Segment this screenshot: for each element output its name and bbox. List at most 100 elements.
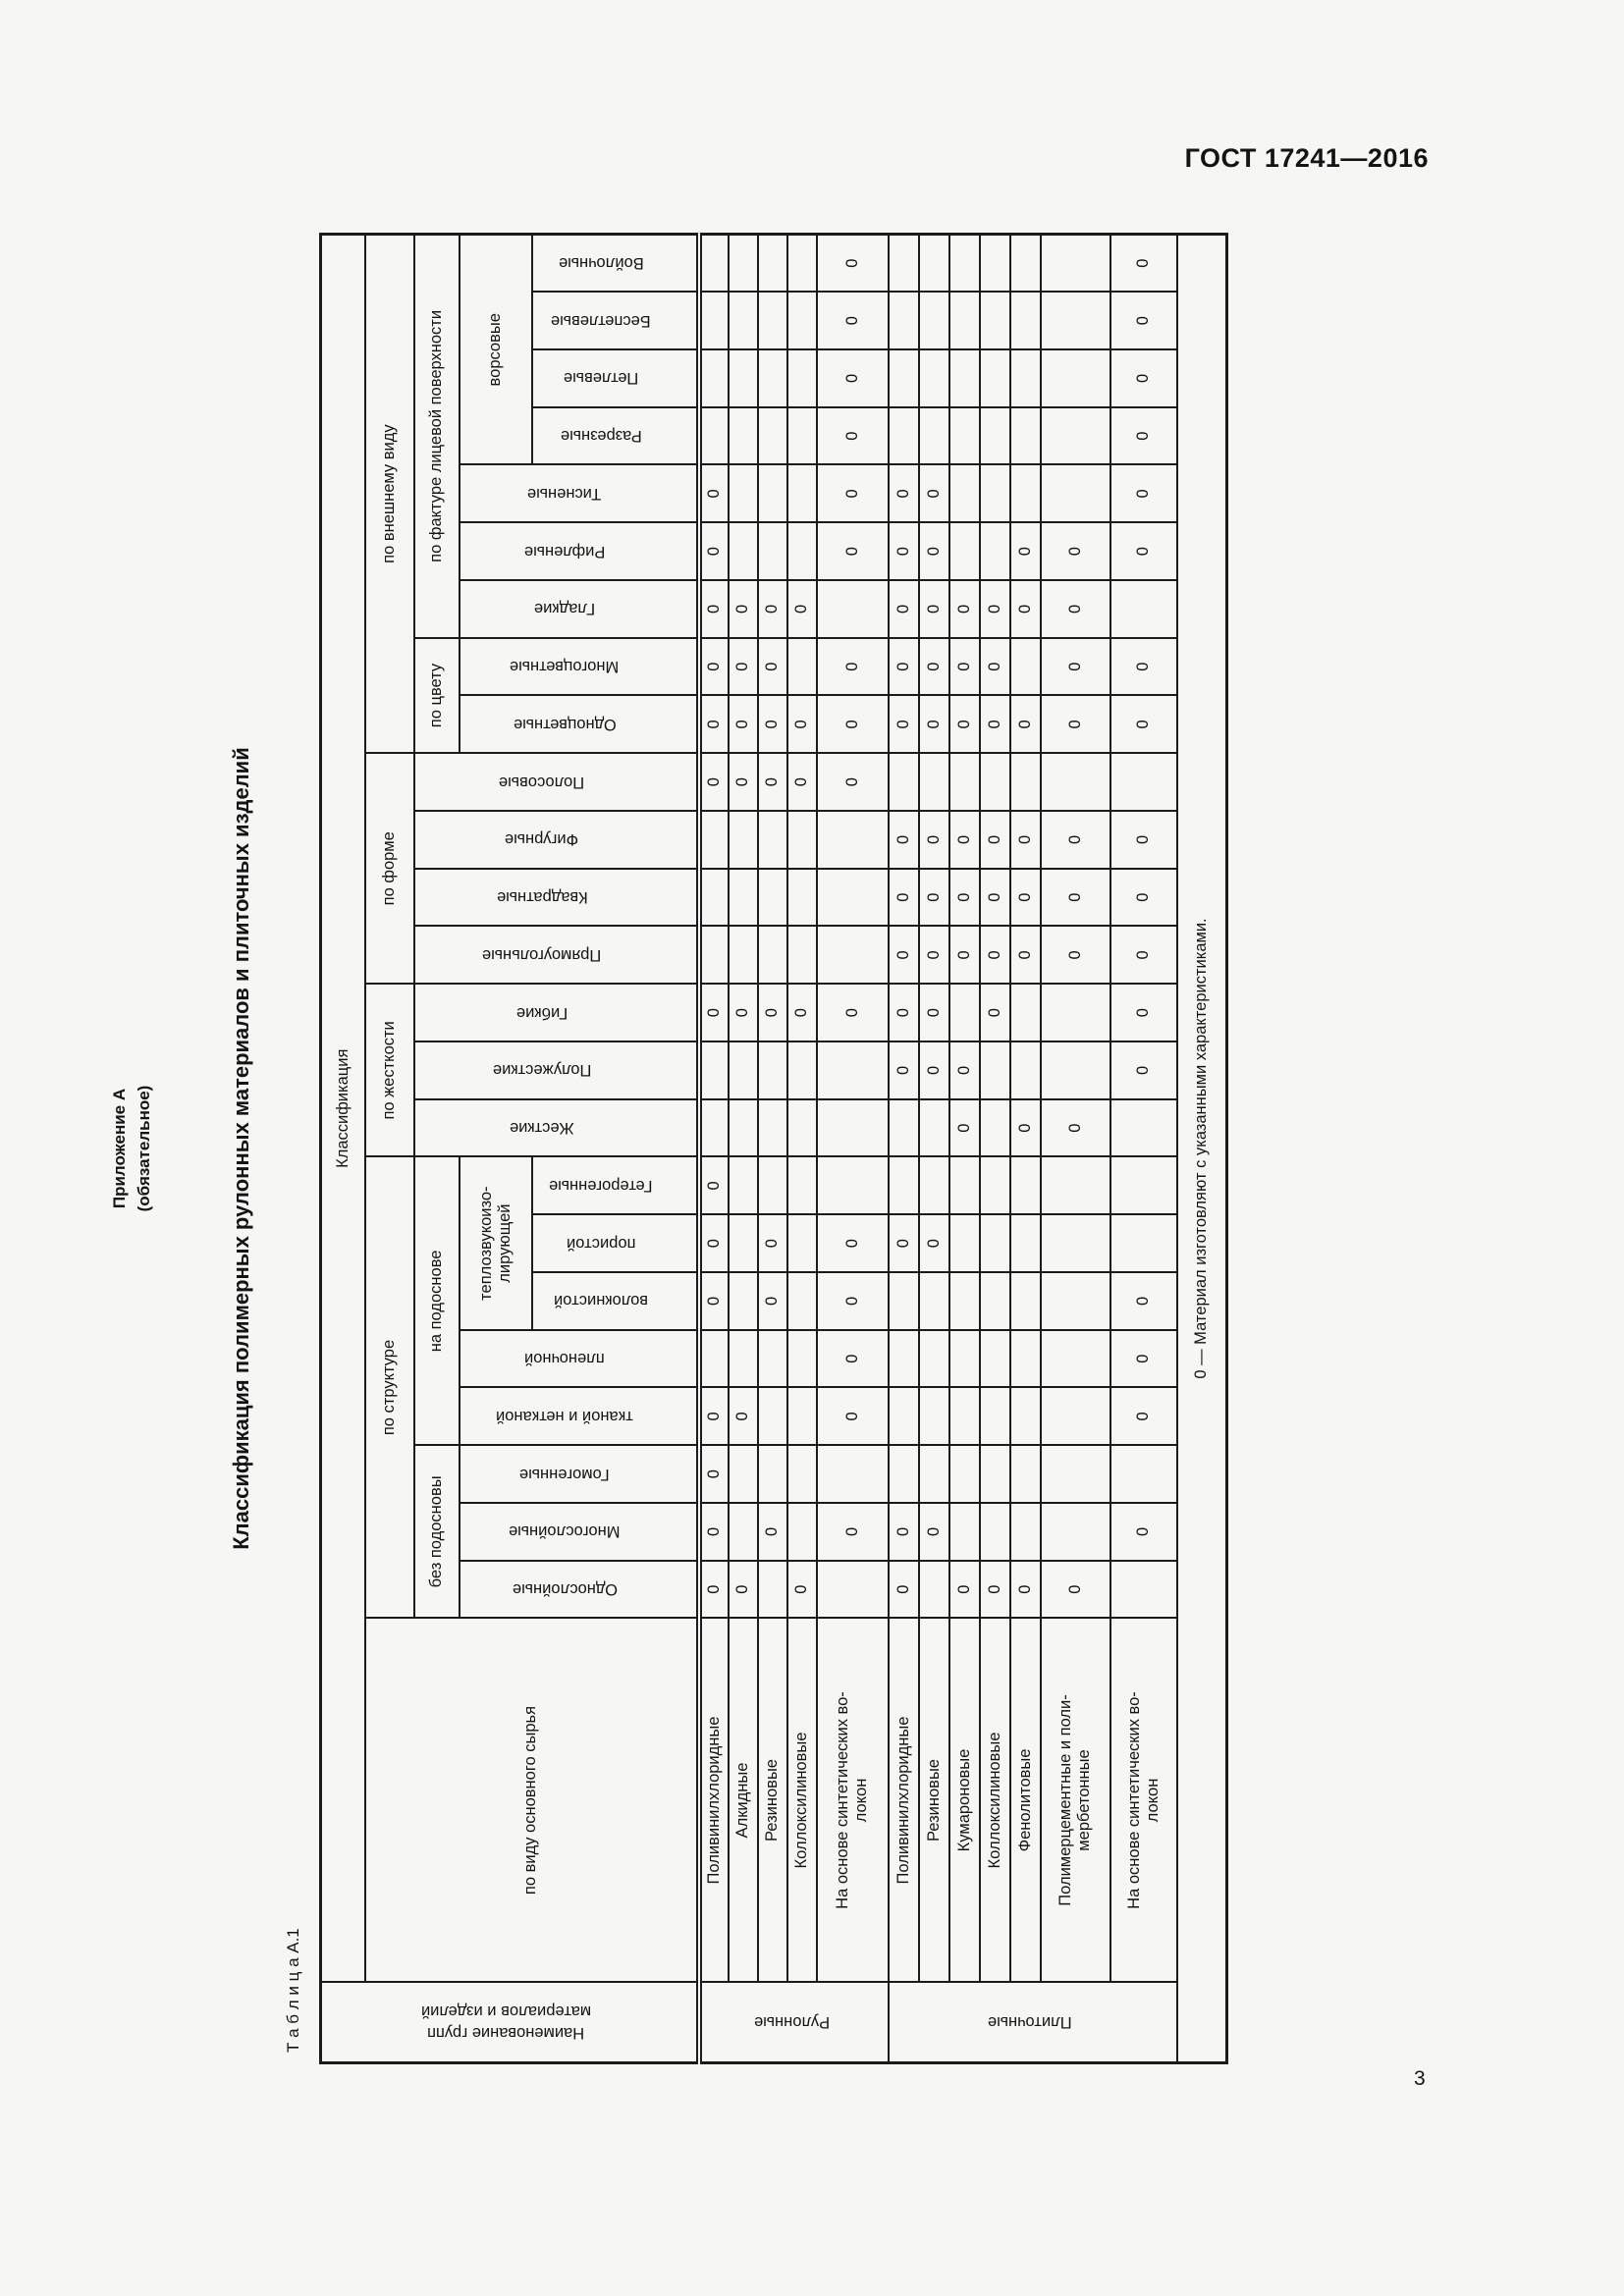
mark-cell-filled: 0: [728, 984, 758, 1041]
mark-cell-empty: [786, 349, 817, 407]
mark-cell-filled: 0: [948, 695, 980, 754]
mark-cell-filled: 0: [979, 868, 1010, 927]
row-group-label: Плиточные: [888, 1982, 1177, 2063]
column-label-semirigid: Полужесткие: [413, 1041, 699, 1099]
mark-cell-empty: [698, 1041, 729, 1099]
column-label-singlecolor: Одноцветные: [459, 695, 699, 754]
mark-cell-filled: 0: [979, 926, 1010, 985]
mark-cell-filled: 0: [888, 868, 919, 927]
mark-cell-empty: [1110, 580, 1177, 638]
mark-cell-filled: 0: [728, 637, 758, 696]
mark-cell-filled: 0: [728, 695, 758, 754]
mark-cell-filled: 0: [816, 1214, 889, 1272]
mark-cell-empty: [948, 464, 980, 523]
mark-cell-empty: [918, 1387, 949, 1446]
mark-cell-empty: [728, 926, 758, 985]
mark-cell-empty: [1040, 1214, 1110, 1272]
appendix-subtitle: (обязательное): [135, 1085, 153, 1212]
header-heat-sound-insulating: теплозвукоизо-лирующей: [459, 1156, 532, 1330]
mark-cell-filled: 0: [698, 1156, 729, 1215]
mark-cell-empty: [728, 1503, 758, 1561]
mark-cell-empty: [816, 1156, 889, 1215]
mark-cell-empty: [948, 1387, 980, 1446]
mark-cell-empty: [888, 1272, 919, 1330]
material-row: Резиновые 0 0 0 0 0 0 0 0: [757, 234, 787, 2063]
mark-cell-empty: [698, 406, 729, 465]
column-label-multilayer: Многослойные: [459, 1503, 699, 1561]
table-body: Рулонные Поливинилхлоридные 0 0 0 0 0 0 0 0 0 0 0 0 0 0…: [698, 234, 1177, 2063]
mark-cell-empty: [728, 292, 758, 349]
mark-cell-filled: 0: [888, 580, 919, 638]
mark-cell-filled: 0: [948, 868, 980, 927]
mark-cell-empty: [1040, 406, 1110, 465]
mark-cell-filled: 0: [757, 1272, 787, 1330]
column-label-fibrous: волокнистой: [531, 1272, 699, 1330]
mark-cell-filled: 0: [1040, 695, 1110, 754]
mark-cell-empty: [888, 1156, 919, 1215]
mark-cell-filled: 0: [816, 1503, 889, 1561]
mark-cell-empty: [757, 234, 787, 293]
mark-cell-filled: 0: [888, 522, 919, 580]
mark-cell-empty: [786, 1041, 817, 1099]
mark-cell-empty: [888, 292, 919, 349]
material-row: Резиновые 0 0 0 0 0 0 0 0 0 0 0 0: [918, 234, 949, 2063]
mark-cell-filled: 0: [948, 1041, 980, 1099]
mark-cell-empty: [816, 1445, 889, 1503]
mark-cell-empty: [728, 1156, 758, 1215]
mark-cell-filled: 0: [1110, 868, 1177, 927]
mark-cell-filled: 0: [698, 1214, 729, 1272]
mark-cell-empty: [816, 868, 889, 927]
header-shape: по форме: [364, 753, 414, 985]
mark-cell-empty: [816, 1098, 889, 1157]
mark-cell-filled: 0: [918, 637, 949, 696]
mark-cell-empty: [728, 811, 758, 869]
mark-cell-filled: 0: [1110, 811, 1177, 869]
mark-cell-empty: [698, 1329, 729, 1388]
mark-cell-empty: [816, 580, 889, 638]
material-row: Кумароновые 0 0 0 0 0 0 0 0 0: [948, 234, 980, 2063]
mark-cell-empty: [1009, 234, 1041, 293]
mark-cell-empty: [757, 522, 787, 580]
mark-cell-empty: [1040, 753, 1110, 811]
mark-cell-empty: [948, 1214, 980, 1272]
mark-cell-filled: 0: [918, 1041, 949, 1099]
mark-cell-empty: [1110, 1098, 1177, 1157]
mark-cell-empty: [1009, 637, 1041, 696]
header-color: по цвету: [413, 637, 460, 754]
mark-cell-filled: 0: [1009, 1560, 1041, 1619]
mark-cell-empty: [918, 1272, 949, 1330]
mark-cell-filled: 0: [948, 1098, 980, 1157]
mark-cell-empty: [979, 753, 1010, 811]
mark-cell-filled: 0: [1009, 926, 1041, 985]
mark-cell-filled: 0: [979, 695, 1010, 754]
mark-cell-empty: [979, 1329, 1010, 1388]
mark-cell-filled: 0: [888, 984, 919, 1041]
mark-cell-filled: 0: [888, 926, 919, 985]
mark-cell-empty: [1110, 1560, 1177, 1619]
column-label-rigid: Жесткие: [413, 1098, 699, 1157]
header-pile: ворсовые: [459, 234, 532, 465]
mark-cell-empty: [1040, 464, 1110, 523]
mark-cell-empty: [728, 464, 758, 523]
material-name: Полимерцементные и поли-мербетонные: [1040, 1618, 1110, 1983]
page-title: Классификация полимерных рулонных матери…: [229, 747, 253, 1550]
mark-cell-empty: [918, 234, 949, 293]
mark-cell-filled: 0: [1040, 926, 1110, 985]
mark-cell-filled: 0: [728, 1387, 758, 1446]
mark-cell-filled: 0: [979, 580, 1010, 638]
mark-cell-empty: [728, 406, 758, 465]
mark-cell-filled: 0: [1110, 926, 1177, 985]
column-label-flexible: Гибкие: [413, 984, 699, 1041]
mark-cell-empty: [698, 349, 729, 407]
mark-cell-filled: 0: [888, 1503, 919, 1561]
header-rigidity: по жесткости: [364, 984, 414, 1157]
mark-cell-filled: 0: [1110, 637, 1177, 696]
mark-cell-filled: 0: [698, 1503, 729, 1561]
mark-cell-filled: 0: [979, 637, 1010, 696]
mark-cell-filled: 0: [1040, 522, 1110, 580]
rotated-landscape-content: Приложение А (обязательное) Классификаци…: [103, 231, 1262, 2066]
mark-cell-empty: [1009, 464, 1041, 523]
mark-cell-empty: [786, 234, 817, 293]
mark-cell-empty: [948, 1156, 980, 1215]
mark-cell-empty: [786, 1156, 817, 1215]
